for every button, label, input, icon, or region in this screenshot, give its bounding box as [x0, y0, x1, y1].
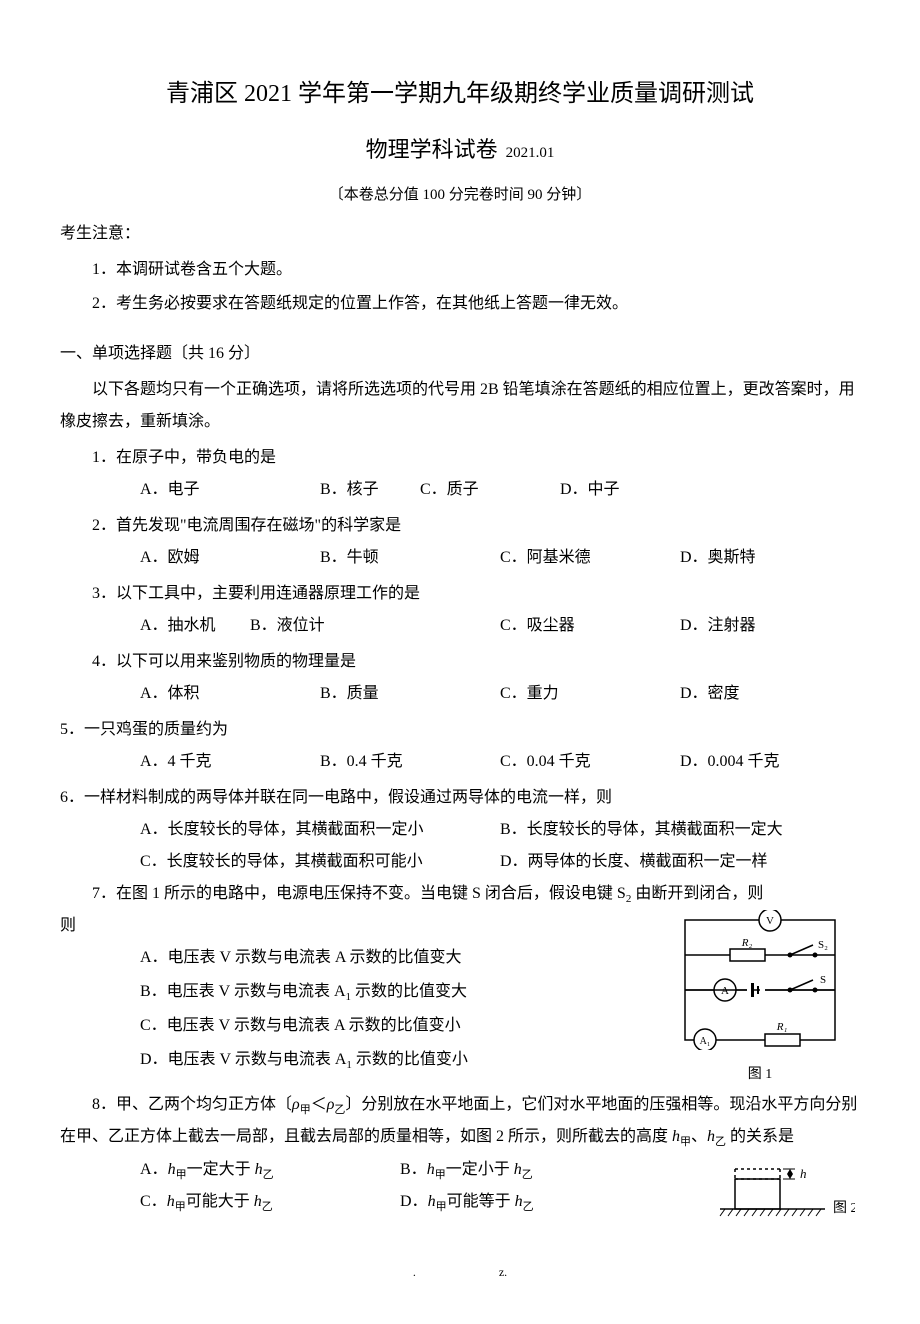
q1-option-b: B．核子 [320, 474, 420, 506]
section-1-instruction: 以下各题均只有一个正确选项，请将所选选项的代号用 2B 铅笔填涂在答题纸的相应位… [60, 374, 860, 438]
svg-text:R₁: R₁ [776, 1021, 788, 1033]
question-6-options: A．长度较长的导体，其横截面积一定小 B．长度较长的导体，其横截面积一定大 C．… [60, 814, 860, 878]
q6-option-c: C．长度较长的导体，其横截面积可能小 [140, 846, 500, 878]
q2-option-b: B．牛顿 [320, 542, 500, 574]
question-2: 2．首先发现"电流周围存在磁场"的科学家是 [60, 510, 860, 542]
svg-text:A₁: A₁ [700, 1036, 711, 1047]
question-5: 5．一只鸡蛋的质量约为 [60, 714, 860, 746]
exam-title: 青浦区 2021 学年第一学期九年级期终学业质量调研测试 [60, 70, 860, 118]
q4-option-c: C．重力 [500, 678, 680, 710]
subject-title: 物理学科试卷 [366, 137, 498, 162]
question-4-options: A．体积 B．质量 C．重力 D．密度 [60, 678, 860, 710]
q1-option-d: D．中子 [560, 474, 620, 506]
q1-option-c: C．质子 [420, 474, 560, 506]
q8-option-b: B．h甲一定小于 h乙 [400, 1154, 660, 1186]
question-2-options: A．欧姆 B．牛顿 C．阿基米德 D．奥斯特 [60, 542, 860, 574]
notice-title: 考生注意： [60, 218, 860, 250]
q8-option-d: D．h甲可能等于 h乙 [400, 1186, 660, 1218]
svg-text:R₂: R₂ [741, 937, 753, 949]
question-7-options: A．电压表 V 示数与电流表 A 示数的比值变大 B．电压表 V 示数与电流表 … [60, 942, 670, 1076]
q8-option-a: A．h甲一定大于 h乙 [140, 1154, 400, 1186]
question-7-text: 7．在图 1 所示的电路中，电源电压保持不变。当电键 S 闭合后，假设电键 S2… [60, 878, 860, 910]
figure-1: V R₂ S₂ A S [670, 910, 850, 1089]
question-3-options: A．抽水机 B．液位计 C．吸尘器 D．注射器 [60, 610, 860, 642]
q6-option-b: B．长度较长的导体，其横截面积一定大 [500, 814, 860, 846]
q4-option-d: D．密度 [680, 678, 740, 710]
notice-item-1: 1．本调研试卷含五个大题。 [60, 254, 860, 286]
question-3: 3．以下工具中，主要利用连通器原理工作的是 [60, 578, 860, 610]
q6-option-d: D．两导体的长度、横截面积一定一样 [500, 846, 860, 878]
q8-body: A．h甲一定大于 h乙 B．h甲一定小于 h乙 C．h甲可能大于 h乙 D．h甲… [60, 1154, 860, 1230]
q2-option-a: A．欧姆 [140, 542, 320, 574]
exam-info: 〔本卷总分值 100 分完卷时间 90 分钟〕 [60, 180, 860, 210]
question-4: 4．以下可以用来鉴别物质的物理量是 [60, 646, 860, 678]
svg-text:h: h [800, 1166, 807, 1181]
notice-item-2: 2．考生务必按要求在答题纸规定的位置上作答，在其他纸上答题一律无效。 [60, 288, 860, 320]
q5-option-b: B．0.4 千克 [320, 746, 500, 778]
q7-option-a: A．电压表 V 示数与电流表 A 示数的比值变大 [140, 942, 670, 974]
q7-option-c: C．电压表 V 示数与电流表 A 示数的比值变小 [140, 1010, 670, 1042]
question-8-options: A．h甲一定大于 h乙 B．h甲一定小于 h乙 C．h甲可能大于 h乙 D．h甲… [60, 1154, 710, 1218]
q7-option-b: B．电压表 V 示数与电流表 A1 示数的比值变大 [140, 976, 670, 1008]
q1-option-a: A．电子 [140, 474, 320, 506]
q7-option-d: D．电压表 V 示数与电流表 A1 示数的比值变小 [140, 1044, 670, 1076]
figure-1-label: 图 1 [670, 1061, 850, 1089]
q5-option-a: A．4 千克 [140, 746, 320, 778]
q7-text-1: 7．在图 1 所示的电路中，电源电压保持不变。当电键 S 闭合后，假设电键 S [92, 885, 626, 902]
q4-option-a: A．体积 [140, 678, 320, 710]
q3-option-a: A．抽水机 [140, 610, 250, 642]
q2-option-c: C．阿基米德 [500, 542, 680, 574]
footer-left: . [413, 1265, 416, 1279]
q2-option-d: D．奥斯特 [680, 542, 756, 574]
q3-option-c: C．吸尘器 [500, 610, 680, 642]
question-6: 6．一样材料制成的两导体并联在同一电路中，假设通过两导体的电流一样，则 [60, 782, 860, 814]
question-8-text: 8．甲、乙两个均匀正方体〔ρ甲＜ρ乙〕分别放在水平地面上，它们对水平地面的压强相… [60, 1089, 860, 1153]
q8-option-c: C．h甲可能大于 h乙 [140, 1186, 400, 1218]
q8-text-3: 的关系是 [726, 1128, 794, 1145]
svg-text:A: A [721, 985, 729, 997]
q6-option-a: A．长度较长的导体，其横截面积一定小 [140, 814, 500, 846]
svg-text:图 2: 图 2 [833, 1201, 855, 1216]
q3-option-b: B．液位计 [250, 610, 500, 642]
svg-text:S: S [820, 974, 826, 986]
q4-option-b: B．质量 [320, 678, 500, 710]
figure-2: h 图 2 [710, 1164, 860, 1230]
subtitle-row: 物理学科试卷 2021.01 [60, 128, 860, 172]
footer-right: z. [499, 1265, 507, 1279]
q3-option-d: D．注射器 [680, 610, 756, 642]
question-1: 1．在原子中，带负电的是 [60, 442, 860, 474]
page-footer: . z. [60, 1260, 860, 1284]
q5-option-c: C．0.04 千克 [500, 746, 680, 778]
q7-body: 则 A．电压表 V 示数与电流表 A 示数的比值变大 B．电压表 V 示数与电流… [60, 910, 860, 1089]
exam-date: 2021.01 [506, 145, 555, 161]
question-1-options: A．电子 B．核子 C．质子 D．中子 [60, 474, 860, 506]
q8-text-1: 8．甲、乙两个均匀正方体〔 [92, 1096, 292, 1113]
q5-option-d: D．0.004 千克 [680, 746, 780, 778]
question-5-options: A．4 千克 B．0.4 千克 C．0.04 千克 D．0.004 千克 [60, 746, 860, 778]
q7-text-2: 由断开到闭合，则 [631, 885, 763, 902]
svg-text:S₂: S₂ [818, 939, 828, 951]
section-1-title: 一、单项选择题〔共 16 分〕 [60, 338, 860, 370]
svg-text:V: V [766, 915, 774, 927]
